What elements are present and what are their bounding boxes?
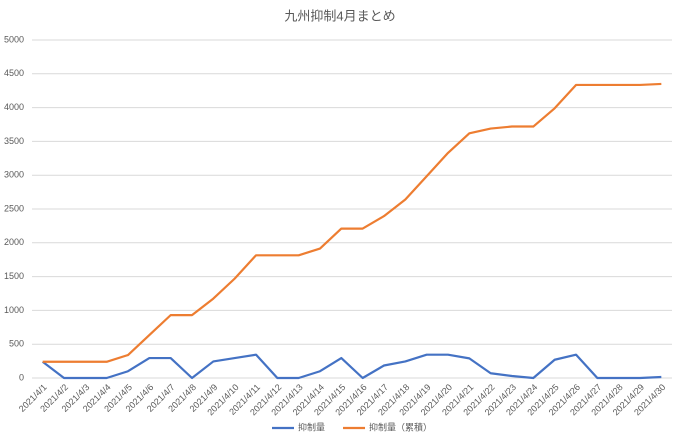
y-tick-label: 2000 [4, 237, 24, 247]
series-line [42, 82, 662, 363]
series-line [42, 353, 662, 380]
legend-label: 抑制量（累積） [369, 421, 432, 432]
y-tick-label: 3500 [4, 136, 24, 146]
y-tick-label: 1000 [4, 305, 24, 315]
legend-label: 抑制量 [298, 421, 325, 432]
chart-title: 九州抑制4月まとめ [284, 8, 395, 23]
y-tick-label: 4500 [4, 68, 24, 78]
y-tick-label: 3000 [4, 170, 24, 180]
y-tick-label: 4000 [4, 102, 24, 112]
y-tick-label: 0 [19, 372, 24, 382]
y-tick-label: 1500 [4, 271, 24, 281]
y-tick-label: 2500 [4, 203, 24, 213]
y-tick-label: 500 [9, 339, 24, 349]
y-tick-label: 5000 [4, 34, 24, 44]
